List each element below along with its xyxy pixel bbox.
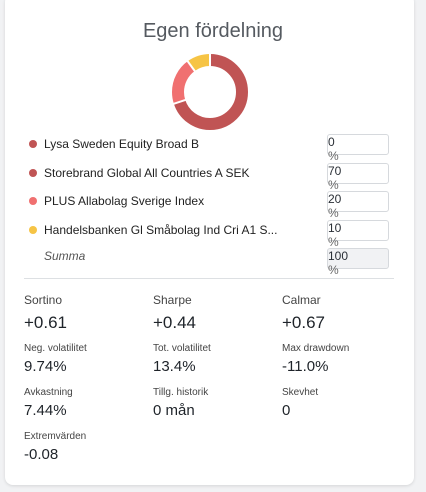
- metric-value: +0.67: [282, 313, 326, 332]
- unit: %: [328, 263, 339, 277]
- metric-label: Extremvärden: [24, 431, 87, 442]
- fund-name: PLUS Allabolag Sverige Index: [44, 194, 205, 208]
- metric-value: -0.08: [24, 446, 59, 463]
- divider: [24, 278, 394, 279]
- metric-label: Sharpe: [153, 293, 192, 307]
- fund-color: [29, 140, 37, 148]
- metric-label: Tillg. historik: [153, 387, 209, 398]
- metric-label: Tot. volatilitet: [153, 343, 211, 354]
- metric-label: Sortino: [24, 293, 63, 307]
- metric-label: Neg. volatilitet: [24, 343, 87, 354]
- donut-chart: [172, 53, 248, 130]
- unit: %: [328, 234, 339, 249]
- segment-gap: [172, 98, 187, 106]
- metric-label: Skevhet: [282, 387, 319, 398]
- title: Egen fördelning: [142, 20, 284, 42]
- segment-gap: [186, 59, 197, 73]
- metric-value: 0 mån: [153, 402, 195, 419]
- card: [5, 0, 414, 485]
- input-value: 0: [328, 135, 335, 149]
- percent-input[interactable]: 70%: [327, 162, 389, 192]
- metric-value: +0.44: [153, 313, 197, 332]
- metric-value: +0.61: [24, 313, 68, 332]
- metric-label: Avkastning: [24, 387, 73, 398]
- metric-value: 9.74%: [24, 358, 67, 375]
- metric-value: 13.4%: [153, 358, 196, 375]
- unit: %: [328, 206, 339, 220]
- percent-input[interactable]: 10%: [327, 219, 389, 249]
- percent-input[interactable]: 0%: [327, 134, 389, 163]
- percent-input[interactable]: 20%: [327, 191, 389, 220]
- fund-color: [29, 197, 37, 205]
- fund-name: Lysa Sweden Equity Broad B: [44, 137, 199, 151]
- unit: %: [328, 149, 339, 163]
- donut-segment: [172, 54, 248, 130]
- metric-label: Calmar: [282, 293, 321, 307]
- unit: %: [328, 177, 339, 192]
- metric-value: 7.44%: [24, 402, 67, 419]
- input-value: 100: [328, 249, 349, 263]
- input-value: 70: [328, 163, 342, 178]
- metric-value: -11.0%: [282, 358, 329, 375]
- fund-name: Storebrand Global All Countries A SEK: [44, 165, 250, 180]
- fund-color: [29, 168, 37, 177]
- metric-value: 0: [282, 402, 291, 419]
- input-value: 10: [328, 220, 342, 235]
- fund-name: Handelsbanken Gl Småbolag Ind Cri A1 S..…: [44, 222, 278, 237]
- metric-label: Max drawdown: [282, 343, 350, 354]
- fund-color: [29, 225, 37, 234]
- input-value: 20: [328, 192, 342, 206]
- summa-label: Summa: [44, 249, 86, 263]
- percent-input[interactable]: 100%: [327, 248, 389, 277]
